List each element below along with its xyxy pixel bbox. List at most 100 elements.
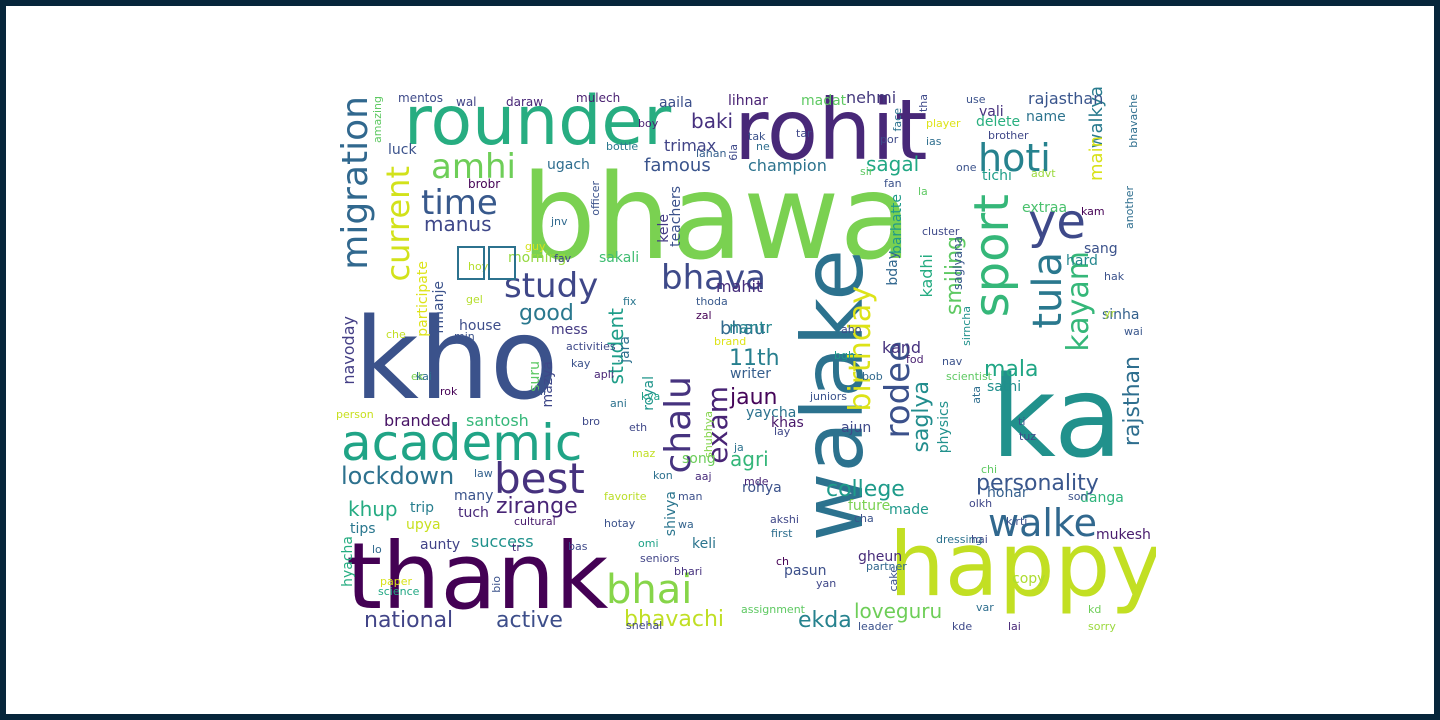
glyph-box-cluster xyxy=(456,246,517,287)
word: mhanje xyxy=(431,281,447,334)
word: navoday xyxy=(339,316,358,385)
word: partner xyxy=(866,560,907,573)
word: paper xyxy=(380,575,412,588)
word: morning xyxy=(508,250,567,266)
word: extraa xyxy=(1022,200,1068,216)
word: olkh xyxy=(969,497,993,510)
word: agri xyxy=(730,447,769,471)
word: one xyxy=(956,161,977,174)
word: wa xyxy=(678,518,694,531)
word: another xyxy=(1123,186,1136,230)
word: shubhya xyxy=(702,411,715,458)
word: delete xyxy=(976,114,1021,130)
word: copy xyxy=(1012,571,1046,587)
word: lo xyxy=(372,543,382,556)
word: zirange xyxy=(496,494,578,519)
word: academic xyxy=(341,414,583,472)
word: lihnar xyxy=(728,93,768,109)
word: fod xyxy=(906,353,924,366)
word: thoda xyxy=(696,295,728,308)
word: advt xyxy=(1031,167,1056,180)
word: rajasthan xyxy=(1028,89,1104,108)
word: che xyxy=(386,328,406,341)
word: min xyxy=(454,330,475,343)
word: face xyxy=(891,108,904,132)
word: cha xyxy=(854,512,874,525)
word: hak xyxy=(1104,270,1125,283)
word: house xyxy=(459,318,502,334)
word: tr xyxy=(512,541,521,554)
word: migration xyxy=(336,96,376,270)
word: bhavachi xyxy=(624,607,725,632)
word: rajsthan xyxy=(1120,356,1145,447)
word: ye xyxy=(1028,194,1086,250)
word: bhau xyxy=(720,318,766,339)
word: ch xyxy=(776,555,790,568)
word: study xyxy=(504,266,599,306)
word: seniors xyxy=(640,552,680,565)
word: kadhi xyxy=(917,254,936,298)
word: hi xyxy=(536,385,547,398)
word: rohya xyxy=(742,480,782,496)
word: yaycha xyxy=(746,405,797,421)
word: brobr xyxy=(468,177,501,191)
word: hoy xyxy=(468,260,489,273)
word: baki xyxy=(691,109,734,133)
word: danga xyxy=(1080,490,1124,506)
word: cluster xyxy=(922,225,960,238)
word: tichi xyxy=(982,168,1012,184)
word: favorite xyxy=(604,490,647,503)
word: famous xyxy=(644,155,711,176)
word: rohit xyxy=(734,86,928,179)
word: luck xyxy=(388,142,417,158)
word: juniors xyxy=(810,390,848,403)
word: manus xyxy=(424,212,492,236)
word: kon xyxy=(653,469,673,482)
word: mala xyxy=(984,357,1039,382)
word: fix xyxy=(623,295,637,308)
word: keli xyxy=(692,536,717,552)
word: participate xyxy=(415,261,431,337)
word: sakali xyxy=(599,250,640,266)
word: sagal xyxy=(866,152,920,176)
word: barhatte xyxy=(889,194,905,255)
word: hyacha xyxy=(340,536,356,587)
word: time xyxy=(421,183,498,223)
word: ani xyxy=(610,397,627,410)
word: rounder xyxy=(404,86,672,161)
word: madat xyxy=(801,93,847,109)
word: amazing xyxy=(371,96,384,143)
word: made xyxy=(889,502,929,518)
word: lahan xyxy=(696,147,727,160)
word: ugach xyxy=(547,157,590,173)
word: lockdown xyxy=(341,462,455,490)
word: por xyxy=(880,133,899,146)
word: 6la xyxy=(727,144,740,161)
word: national xyxy=(364,608,454,633)
word: nav xyxy=(942,355,963,368)
word: jnv xyxy=(551,215,568,228)
word: apli xyxy=(594,368,614,381)
word: personality xyxy=(976,471,1099,496)
word: tuz xyxy=(1019,430,1037,443)
word: guy xyxy=(525,240,546,253)
word: jara xyxy=(617,336,633,363)
word: ias xyxy=(926,135,942,148)
word: player xyxy=(926,117,961,130)
word: best xyxy=(494,454,585,503)
word: sirncha xyxy=(960,306,973,346)
word: wai xyxy=(1124,325,1143,338)
word: sir xyxy=(860,165,874,178)
word: pasun xyxy=(784,563,827,579)
word: name xyxy=(1026,109,1066,125)
word: mukesh xyxy=(1096,527,1151,543)
word: tar xyxy=(796,127,812,140)
word: bro xyxy=(582,415,600,428)
word: kam xyxy=(1081,205,1105,218)
word: kd xyxy=(1088,603,1102,616)
word: chi xyxy=(981,463,998,476)
word: eth xyxy=(629,421,648,434)
word: ata xyxy=(970,386,983,404)
word: mess xyxy=(551,322,588,338)
word: bhai xyxy=(606,567,693,613)
